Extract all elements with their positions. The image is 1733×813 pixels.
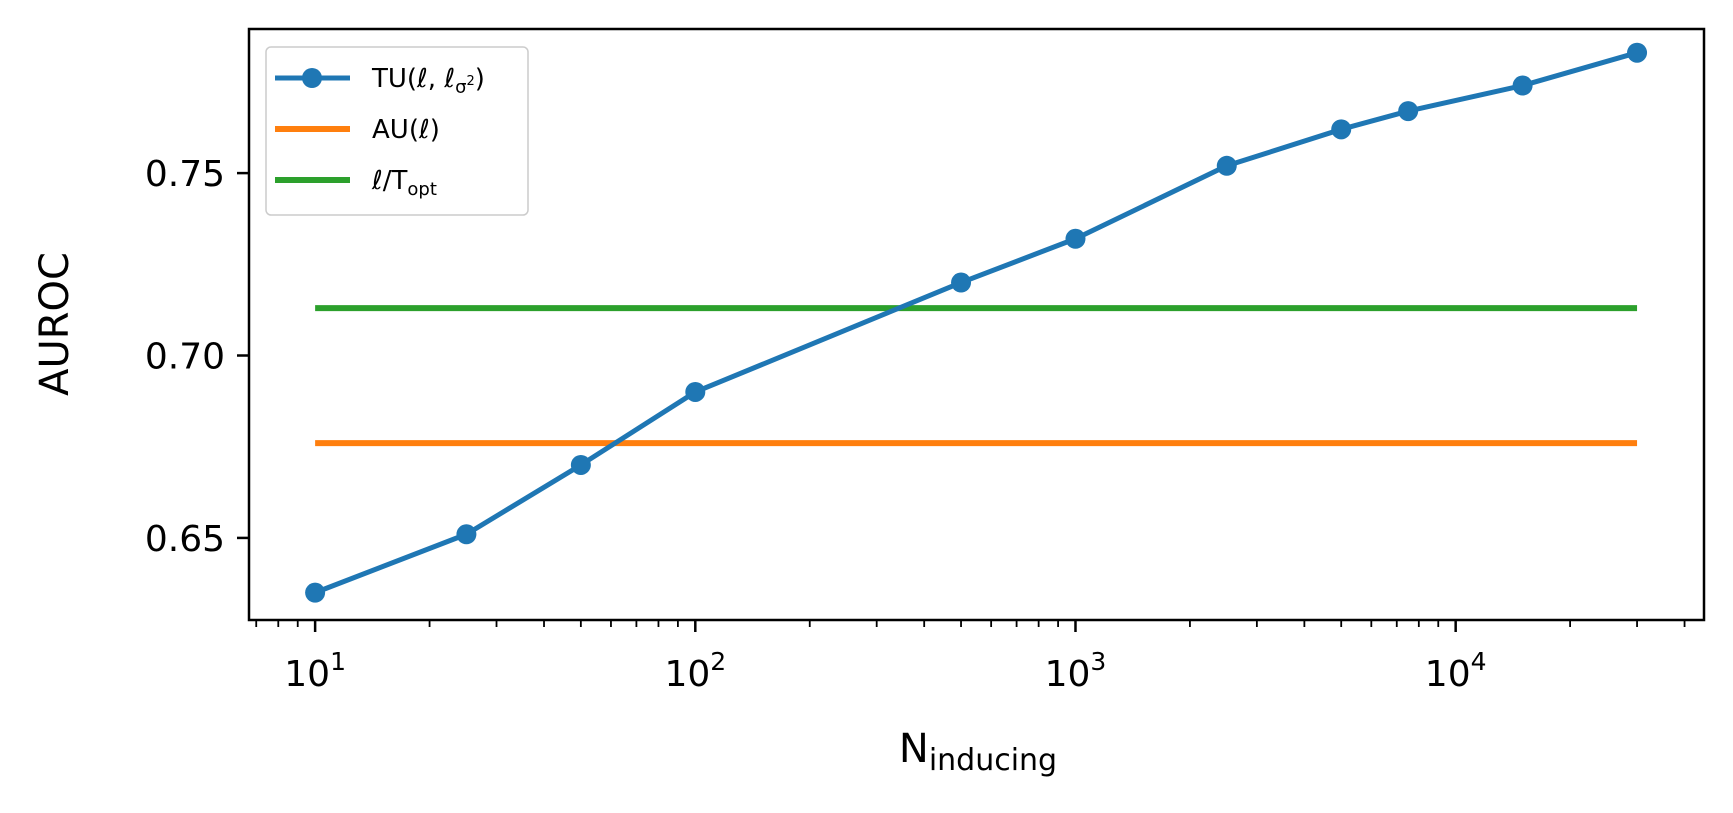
data-point — [1065, 228, 1086, 249]
legend-label-1: AU(ℓ) — [372, 115, 440, 145]
x-tick-label: 103 — [1045, 647, 1107, 695]
x-tick-label: 101 — [284, 647, 346, 695]
y-tick-label: 0.70 — [145, 337, 225, 378]
axes: 0.65 0.70 0.75 101 102 103 104 — [145, 27, 1706, 695]
data-point — [951, 272, 972, 293]
data-point — [456, 524, 477, 545]
data-point — [1331, 119, 1352, 140]
legend: TU(ℓ, ℓσ2) AU(ℓ) ℓ/Topt — [265, 46, 529, 216]
data-point — [685, 381, 706, 402]
plot-area — [305, 42, 1648, 603]
data-point — [1398, 101, 1419, 122]
data-point — [1512, 75, 1533, 96]
plot-frame — [247, 27, 1706, 622]
data-point — [305, 582, 326, 603]
data-point — [1216, 155, 1237, 176]
legend-label-2: ℓ/Topt — [371, 166, 437, 200]
data-point — [570, 454, 591, 475]
y-axis-title: AUROC — [32, 252, 78, 396]
data-point — [1627, 42, 1648, 63]
y-tick-label: 0.65 — [145, 519, 225, 560]
y-tick-label: 0.75 — [145, 154, 225, 195]
legend-label-0: TU(ℓ, ℓσ2) — [371, 64, 485, 98]
legend-box — [265, 46, 529, 216]
legend-marker — [302, 68, 322, 88]
x-axis-title: Ninducing — [899, 726, 1057, 778]
x-tick-label: 102 — [664, 647, 726, 695]
x-tick-label: 104 — [1425, 647, 1487, 695]
